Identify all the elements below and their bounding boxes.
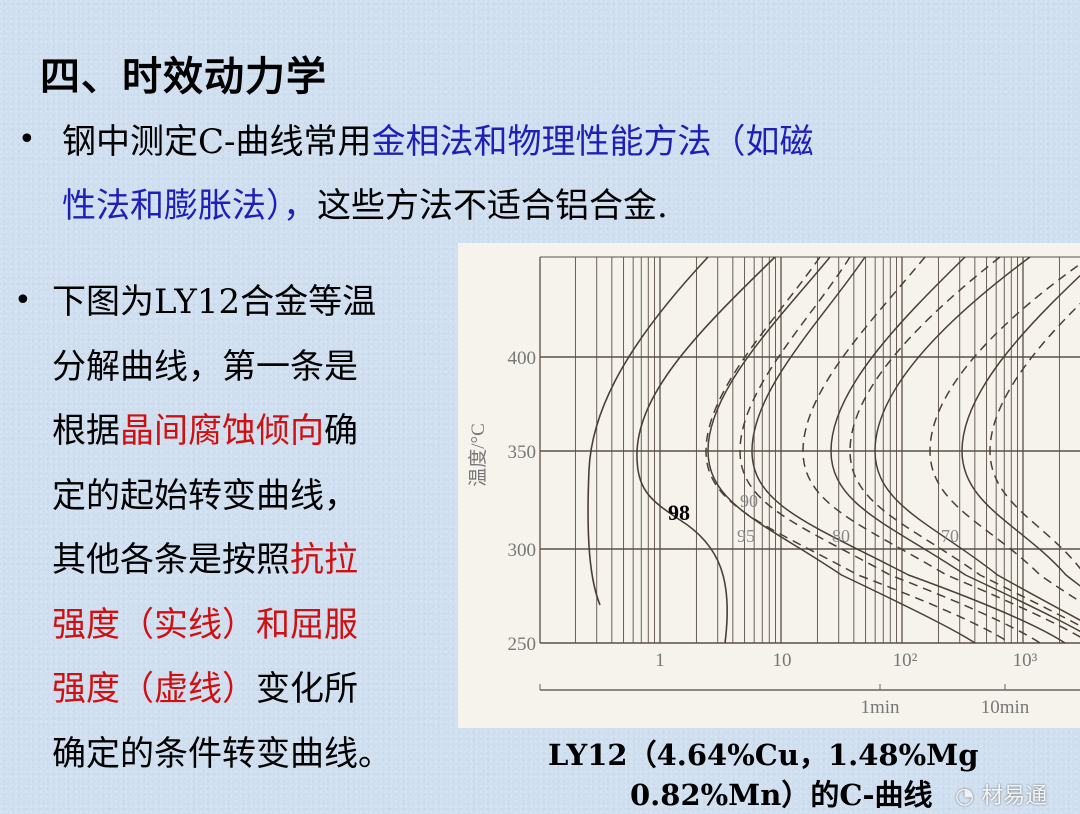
highlight-red-text: 强度（实线）和屈服: [52, 604, 358, 645]
wechat-icon: ◔: [955, 784, 982, 809]
x-tick-label: 10²: [893, 650, 918, 671]
bullet-c-curve-methods: 钢中测定C-曲线常用金相法和物理性能方法（如磁 性法和膨胀法），这些方法不适合铝合…: [62, 110, 814, 238]
text-line: 强度（实线）和屈服: [52, 593, 392, 658]
y-tick-label: 300: [508, 540, 537, 561]
text-segment: 这些方法不适合铝合金.: [317, 186, 668, 226]
tensile-strength-curve: [874, 256, 1080, 621]
text-line: 定的起始转变曲线，: [52, 464, 392, 529]
curve-98: [636, 256, 776, 644]
bullet-icon: •: [18, 122, 36, 157]
yield-strength-curve: [802, 256, 1080, 638]
text-segment: 分解曲线，第一条是: [52, 346, 358, 387]
highlight-red-text: 强度（虚线）: [52, 669, 256, 709]
curve-initial: [587, 256, 709, 606]
tensile-strength-curve: [961, 274, 1080, 587]
text-line: 根据晶间腐蚀倾向确: [52, 399, 392, 464]
text-line: 确定的条件转变曲线。: [52, 722, 392, 787]
yield-strength-curve: [849, 256, 1080, 627]
c-curve-figure: 温度/°C 400 350 300 250 1 10 10² 10³ 1min …: [458, 243, 1080, 728]
x-tick-label: 10: [773, 650, 792, 671]
curve-label-90: 90: [740, 491, 758, 511]
curve-label-95: 95: [737, 526, 755, 546]
text-line: 性法和膨胀法），这些方法不适合铝合金.: [62, 174, 814, 238]
curve-label-80: 80: [832, 526, 850, 546]
time-tick-label: 1min: [860, 697, 900, 718]
curve-label-70: 70: [941, 526, 959, 546]
highlight-blue-text: 金相法和物理性能方法（如磁: [371, 122, 814, 162]
x-tick-label: 10³: [1013, 650, 1038, 671]
watermark-logo: ◔ 材易通: [955, 778, 1047, 810]
highlight-red-text: 晶间腐蚀倾向: [120, 411, 324, 451]
figure-caption-line2: 0.82%Mn）的C-曲线: [630, 778, 933, 812]
c-curve-diagram: 温度/°C 400 350 300 250 1 10 10² 10³ 1min …: [467, 256, 1080, 718]
text-line: 其他各条是按照抗拉: [52, 528, 392, 593]
text-segment: 定的起始转变曲线，: [52, 475, 358, 516]
bullet-icon: •: [14, 283, 32, 318]
yield-strength-curve: [739, 256, 1041, 644]
text-segment: 变化所: [256, 669, 358, 709]
x-tick-label: 1: [655, 650, 665, 671]
figure-caption-line1: LY12（4.64%Cu，1.48%Mg: [548, 738, 979, 772]
y-tick-label: 400: [508, 348, 537, 369]
text-segment: 确定的条件转变曲线。: [52, 733, 392, 774]
time-tick-label: 10min: [981, 697, 1030, 718]
y-tick-label: 350: [508, 442, 537, 463]
text-segment: 其他各条是按照: [52, 540, 290, 580]
text-segment: 确: [324, 411, 358, 451]
text-line: 钢中测定C-曲线常用金相法和物理性能方法（如磁: [62, 110, 814, 174]
highlight-blue-text: 性法和膨胀法），: [62, 186, 317, 226]
text-segment: 钢中测定C-曲线常用: [62, 122, 372, 162]
text-line: 下图为LY12合金等温: [52, 270, 392, 335]
y-axis-label: 温度/°C: [467, 423, 489, 487]
bullet-ly12-description: 下图为LY12合金等温 分解曲线，第一条是 根据晶间腐蚀倾向确 定的起始转变曲线， 其他…: [52, 270, 392, 786]
curve-label-98: 98: [668, 500, 690, 525]
yield-strength-curve: [929, 263, 1080, 603]
slide-title: 四、时效动力学: [40, 53, 327, 100]
text-segment: 下图为LY12合金等温: [52, 282, 377, 322]
watermark-text: 材易通: [981, 784, 1048, 809]
tensile-strength-curve: [751, 256, 1066, 644]
highlight-red-text: 抗拉: [290, 540, 358, 580]
text-line: 强度（虚线）变化所: [52, 657, 392, 722]
text-segment: 根据: [52, 411, 120, 451]
y-tick-label: 250: [508, 634, 537, 655]
yield-strength-curve: [989, 302, 1080, 570]
text-line: 分解曲线，第一条是: [52, 335, 392, 400]
tensile-strength-curve: [830, 256, 1080, 633]
tensile-strength-curve: [707, 256, 976, 644]
